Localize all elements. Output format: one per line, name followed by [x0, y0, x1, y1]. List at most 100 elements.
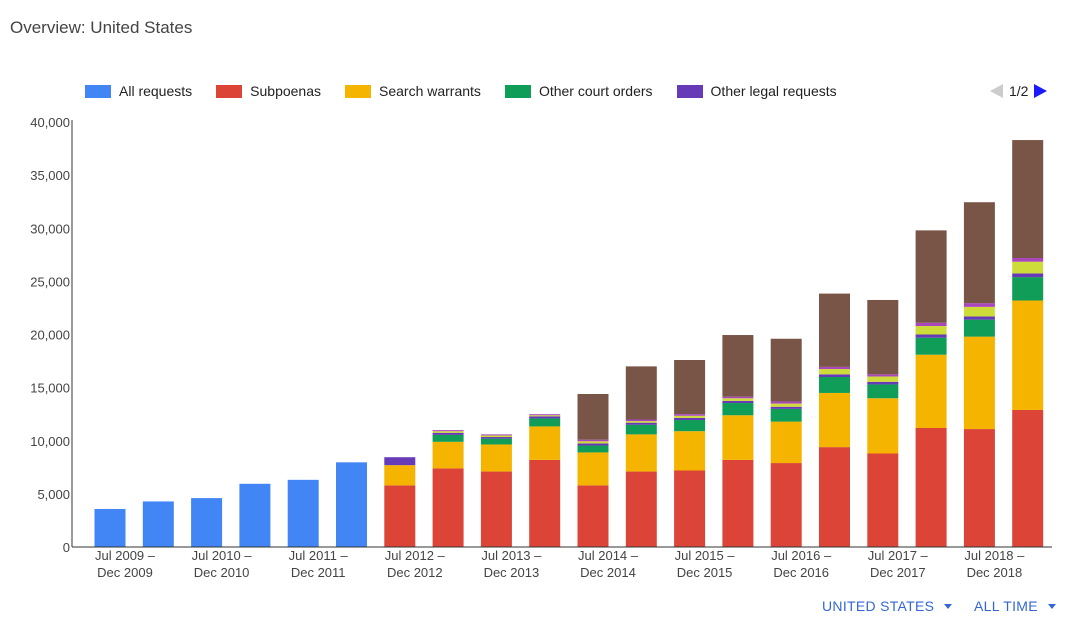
- bar-segment: [94, 508, 126, 547]
- bar-segment: [625, 471, 657, 547]
- chart-legend: All requests Subpoenas Search warrants O…: [85, 83, 861, 99]
- bar-segment: [480, 471, 512, 547]
- bar-segment: [384, 465, 416, 486]
- bar-segment: [867, 374, 899, 377]
- legend-item-other-legal-requests[interactable]: Other legal requests: [676, 83, 837, 99]
- previous-page-icon[interactable]: [990, 84, 1003, 98]
- y-tick-label: 20,000: [30, 328, 70, 343]
- bar-segment: [819, 293, 850, 367]
- bar-segment: [480, 444, 512, 472]
- y-tick-label: 5,000: [37, 487, 70, 502]
- pager-text: 1/2: [1009, 83, 1029, 99]
- x-tick-label: Jul 2017 –: [868, 548, 929, 563]
- bar-segment: [625, 421, 657, 423]
- time-range-dropdown[interactable]: ALL TIME: [974, 598, 1056, 614]
- x-tick-label: Dec 2011: [291, 565, 346, 580]
- bar-segment: [529, 426, 561, 460]
- bar-segment: [819, 369, 850, 375]
- bar-segment: [384, 485, 416, 547]
- bar-segment: [529, 459, 561, 547]
- legend-pager: 1/2: [990, 83, 1048, 99]
- legend-item-all-requests[interactable]: All requests: [85, 83, 192, 99]
- legend-swatch: [345, 84, 371, 98]
- x-tick-label: Dec 2018: [967, 565, 1023, 580]
- x-tick-label: Jul 2013 –: [481, 548, 542, 563]
- x-tick-label: Dec 2010: [194, 565, 250, 580]
- bar-segment: [625, 419, 657, 422]
- next-page-icon[interactable]: [1034, 84, 1048, 98]
- legend-item-other-court-orders[interactable]: Other court orders: [504, 83, 653, 99]
- country-dropdown-label: UNITED STATES: [822, 598, 935, 614]
- bar-segment: [770, 401, 802, 404]
- bar-segment: [674, 415, 706, 418]
- bar-segment: [625, 422, 657, 425]
- bar-segment: [577, 452, 609, 486]
- legend-swatch: [85, 84, 111, 98]
- bar-segment: [963, 319, 995, 337]
- x-tick-label: Dec 2012: [387, 565, 443, 580]
- bar-segment: [191, 498, 223, 547]
- bar-segment: [336, 462, 367, 547]
- x-tick-label: Jul 2011 –: [289, 548, 349, 563]
- legend-label: All requests: [119, 83, 193, 99]
- bar-segment: [722, 335, 754, 397]
- x-tick-label: Dec 2013: [484, 565, 540, 580]
- bar-segment: [819, 374, 850, 377]
- bar-segment: [432, 468, 464, 547]
- bar-segment: [674, 414, 706, 416]
- x-tick-label: Jul 2012 –: [385, 548, 446, 563]
- bar-segment: [432, 430, 464, 432]
- bar-segment: [915, 428, 947, 547]
- bar-segment: [867, 384, 899, 399]
- bar-segment: [577, 394, 609, 440]
- legend-item-search-warrants[interactable]: Search warrants: [345, 83, 481, 99]
- y-tick-label: 25,000: [30, 274, 70, 289]
- bar-segment: [480, 438, 512, 445]
- bar-segment: [1012, 273, 1044, 278]
- x-tick-label: Jul 2010 –: [192, 548, 253, 563]
- bar-segment: [674, 360, 706, 415]
- bar-segment: [577, 485, 609, 547]
- legend-label: Other court orders: [538, 83, 653, 99]
- bar-segment: [963, 316, 995, 320]
- x-tick-label: Jul 2016 –: [771, 548, 832, 563]
- legend-item-subpoenas[interactable]: Subpoenas: [216, 83, 321, 99]
- x-tick-label: Jul 2015 –: [675, 548, 736, 563]
- bar-segment: [432, 441, 464, 469]
- bar-segment: [1012, 300, 1044, 410]
- bar-segment: [529, 416, 561, 419]
- bar-segment: [722, 398, 754, 401]
- x-tick-label: Jul 2018 –: [964, 548, 1025, 563]
- bar-segment: [674, 470, 706, 547]
- bar-segment: [915, 354, 947, 428]
- country-dropdown[interactable]: UNITED STATES: [822, 598, 953, 614]
- bar-segment: [625, 434, 657, 472]
- bar-segment: [384, 457, 416, 466]
- bar-segment: [287, 479, 319, 547]
- legend-swatch: [504, 84, 531, 98]
- time-range-dropdown-label: ALL TIME: [974, 598, 1038, 614]
- bar-segment: [722, 415, 754, 460]
- bar-segment: [529, 418, 561, 427]
- bar-segment: [867, 398, 899, 454]
- bar-segment: [432, 434, 464, 442]
- bar-segment: [722, 459, 754, 547]
- bar-segment: [480, 437, 512, 439]
- bar-segment: [1012, 258, 1044, 262]
- bar-segment: [770, 403, 802, 407]
- bar-segment: [577, 439, 609, 442]
- bar-segment: [722, 403, 754, 416]
- dropdown-caret-icon: [1047, 603, 1056, 609]
- bar-segment: [915, 334, 947, 338]
- x-tick-label: Dec 2014: [580, 565, 636, 580]
- bar-segment: [819, 392, 850, 448]
- bar-segment: [577, 443, 609, 446]
- bar-segment: [674, 417, 706, 421]
- y-tick-label: 15,000: [30, 381, 70, 396]
- bar-segment: [577, 441, 609, 444]
- page-title: Overview: United States: [10, 18, 193, 37]
- bar-segment: [432, 432, 464, 435]
- bar-segment: [239, 483, 271, 547]
- bar-segment: [674, 431, 706, 471]
